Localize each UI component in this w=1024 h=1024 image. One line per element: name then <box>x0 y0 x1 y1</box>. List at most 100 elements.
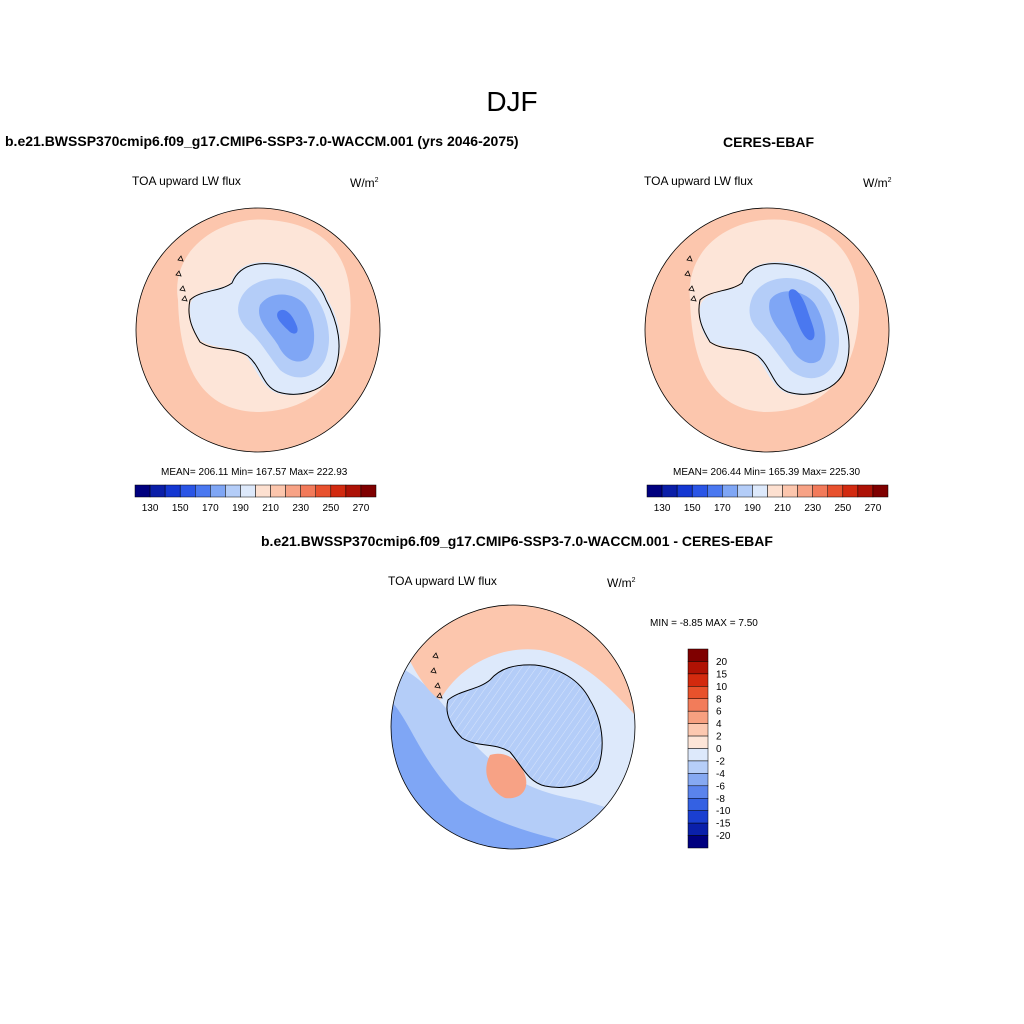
colorbar1-swatch <box>179 484 196 498</box>
map-panel-3 <box>391 605 635 849</box>
map1-border <box>135 207 381 453</box>
colorbar1-swatch <box>134 484 151 498</box>
panel1-stats: MEAN= 206.11 Min= 167.57 Max= 222.93 <box>161 467 348 478</box>
colorbar3-tick-label: 10 <box>716 682 728 693</box>
colorbar1-swatch <box>360 484 377 498</box>
colorbar2-swatch <box>707 484 723 498</box>
map3-top-warm <box>395 605 635 720</box>
map2-antarctica-min <box>788 289 815 341</box>
panel3-units: W/m2 <box>607 576 636 590</box>
map2-antarctica-core <box>769 291 826 364</box>
colorbar1-tick-label: 250 <box>322 503 339 514</box>
colorbar3-swatch <box>687 735 709 749</box>
colorbar3-tick-label: -15 <box>716 819 731 830</box>
colorbar2-swatch <box>722 484 738 498</box>
colorbar2-swatch <box>691 484 708 498</box>
colorbar1-swatch <box>300 484 316 498</box>
colorbar1-tick-label: 210 <box>262 503 279 514</box>
colorbar3-swatch <box>687 798 709 811</box>
colorbar2-tick-label: 190 <box>744 503 761 514</box>
panel1-title: b.e21.BWSSP370cmip6.f09_g17.CMIP6-SSP3-7… <box>5 133 519 149</box>
colorbar1-tick-label: 230 <box>292 503 309 514</box>
colorbar-panel-2: 130 150 170 190 210 230 250 270 <box>646 484 889 514</box>
colorbar1-swatch <box>225 484 241 498</box>
colorbar2-swatch <box>827 484 844 498</box>
colorbar2-tick-label: 170 <box>714 503 731 514</box>
colorbar3-tick-label: 0 <box>716 744 722 755</box>
colorbar1-swatch <box>345 484 362 498</box>
colorbar2-tick-label: 210 <box>774 503 791 514</box>
colorbar3-tick-label: -10 <box>716 806 731 817</box>
map-panel-2 <box>645 208 889 452</box>
map3-island <box>434 682 441 689</box>
colorbar2-tick-label: 250 <box>834 503 851 514</box>
colorbar3-tick-label: 20 <box>716 657 728 668</box>
colorbar3-swatch <box>687 748 709 762</box>
colorbar2-swatch <box>857 484 874 498</box>
colorbar1-tick-label: 190 <box>232 503 249 514</box>
colorbar3-swatch <box>687 822 709 836</box>
panel2-stats: MEAN= 206.44 Min= 165.39 Max= 225.30 <box>673 467 861 478</box>
map3-island <box>432 652 439 659</box>
main-title: DJF <box>486 86 538 117</box>
map1-antarctica-min <box>277 309 298 334</box>
colorbar2-swatch <box>737 484 753 498</box>
colorbar1-swatch <box>285 484 301 498</box>
colorbar3-swatch <box>687 760 709 774</box>
map2-island <box>686 255 693 262</box>
colorbar1-swatch <box>149 484 166 498</box>
colorbar2-swatch <box>842 484 859 498</box>
map3-antarctica-streaks <box>446 664 603 788</box>
map2-island <box>688 285 695 292</box>
map2-coastline <box>698 263 850 395</box>
panel2-variable: TOA upward LW flux <box>644 174 753 188</box>
colorbar3-swatch <box>687 710 709 724</box>
colorbar1-tick-label: 270 <box>353 503 370 514</box>
colorbar1-swatch <box>270 484 286 498</box>
colorbar2-swatch <box>676 484 693 498</box>
map3-border <box>390 604 636 850</box>
colorbar3-swatch <box>687 673 709 687</box>
colorbar1-tick-label: 150 <box>172 503 189 514</box>
panel3-variable: TOA upward LW flux <box>388 574 497 588</box>
colorbar3-swatch <box>687 773 709 787</box>
colorbar3-tick-label: -2 <box>716 756 725 767</box>
map3-peninsula-warm <box>486 753 527 799</box>
colorbar3-swatch <box>687 785 709 799</box>
colorbar1-tick-label: 170 <box>202 503 219 514</box>
map1-coastline <box>188 263 340 395</box>
colorbar2-swatch <box>812 484 828 498</box>
colorbar1-swatch <box>195 484 211 498</box>
colorbar3-swatch <box>687 698 709 712</box>
map1-island <box>177 255 184 262</box>
map2-island <box>684 270 691 277</box>
colorbar3-tick-label: 15 <box>716 669 728 680</box>
panel1-units: W/m2 <box>350 176 379 190</box>
map1-island <box>181 295 188 302</box>
panel1-variable: TOA upward LW flux <box>132 174 241 188</box>
colorbar1-swatch <box>164 484 181 498</box>
colorbar3-tick-label: 6 <box>716 707 722 718</box>
colorbar3-swatch <box>687 723 709 737</box>
colorbar3-swatch <box>687 686 709 699</box>
colorbar2-swatch <box>782 484 798 498</box>
colorbar3-swatch <box>687 661 709 675</box>
colorbar2-swatch <box>872 484 889 498</box>
colorbar2-swatch <box>797 484 813 498</box>
colorbar1-swatch <box>210 484 226 498</box>
colorbar3-tick-label: 4 <box>716 719 722 730</box>
colorbar2-swatch <box>752 484 768 498</box>
map3-island <box>436 692 443 699</box>
colorbar3-tick-label: 8 <box>716 694 722 705</box>
colorbar3-tick-label: -4 <box>716 769 725 780</box>
colorbar-panel-1: 130 150 170 190 210 230 250 270 <box>134 484 377 514</box>
colorbar3-swatch <box>687 810 709 824</box>
colorbar2-swatch <box>767 484 783 498</box>
panel2-units: W/m2 <box>863 176 892 190</box>
panel3-title: b.e21.BWSSP370cmip6.f09_g17.CMIP6-SSP3-7… <box>261 533 773 549</box>
map1-island <box>175 270 182 277</box>
map-panel-1 <box>136 208 380 452</box>
colorbar2-swatch <box>646 484 663 498</box>
colorbar3-tick-label: -6 <box>716 781 725 792</box>
